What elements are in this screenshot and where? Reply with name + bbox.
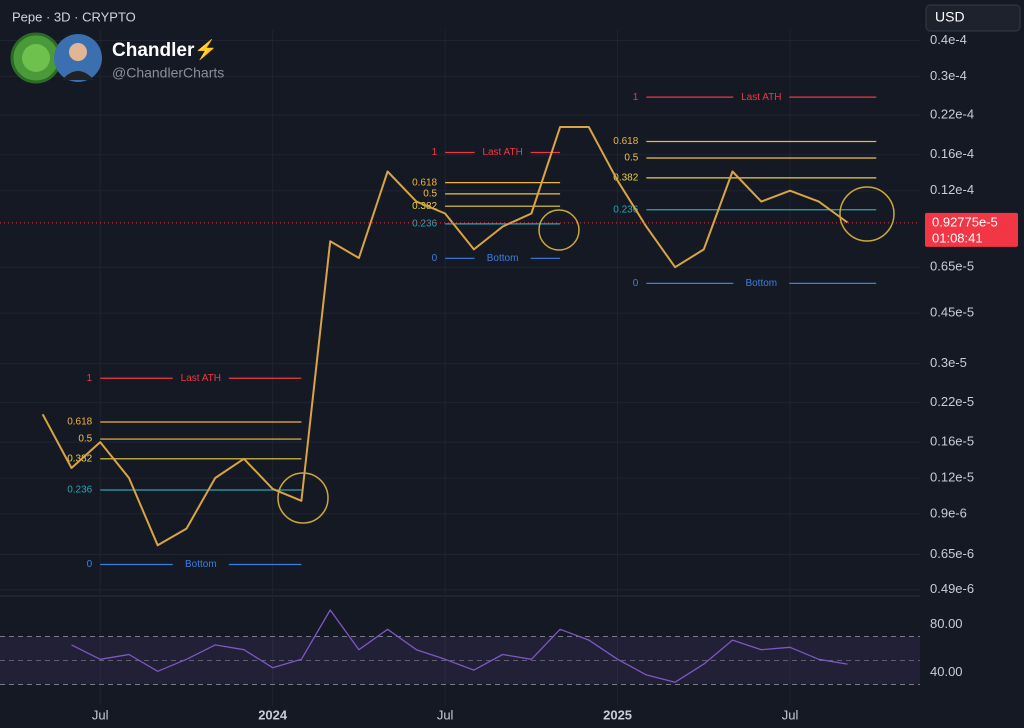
x-tick-label: Jul <box>92 707 109 722</box>
fib-note-bg <box>733 91 790 104</box>
price-line <box>41 126 849 547</box>
x-tick-label: 2025 <box>603 707 632 722</box>
fib-ratio: 0.382 <box>67 453 92 464</box>
y-tick-label: 40.00 <box>930 664 963 679</box>
fib-note-bg <box>172 558 229 571</box>
fib-note: Last ATH <box>181 373 221 384</box>
y-tick-label: 0.49e-6 <box>930 581 974 596</box>
fib-ratio: 0 <box>432 253 438 264</box>
handle: @ChandlerCharts <box>112 65 224 81</box>
y-tick-label: 0.65e-5 <box>930 259 974 274</box>
fib-ratio: 0.618 <box>67 417 92 428</box>
highlight-circle <box>538 209 580 251</box>
fib-ratio: 0.5 <box>624 153 638 164</box>
fib-ratio: 1 <box>432 147 438 158</box>
fib-ratio: 0.382 <box>613 173 638 184</box>
fib-note: Bottom <box>185 559 217 570</box>
highlight-circle <box>839 186 895 242</box>
y-tick-label: 0.16e-5 <box>930 434 974 449</box>
y-tick-label: 0.22e-5 <box>930 394 974 409</box>
fib-ratio: 0 <box>633 278 639 289</box>
price-line <box>71 609 848 683</box>
last-price-label: 0.92775e-5 <box>932 214 998 229</box>
y-tick-label: 0.16e-4 <box>930 146 974 161</box>
avatar-pepe-face <box>22 44 50 72</box>
fib-note-bg <box>733 277 790 290</box>
avatar-person-face <box>69 43 87 61</box>
last-price-box <box>925 212 1018 247</box>
y-tick-label: 0.3e-5 <box>930 355 967 370</box>
currency-button[interactable] <box>925 4 1021 32</box>
currency[interactable]: USD <box>935 9 965 25</box>
y-tick-label: 80.00 <box>930 616 963 631</box>
fib-ratio: 0.236 <box>613 204 638 215</box>
fib-ratio: 0.236 <box>67 485 92 496</box>
fib-ratio: 0.5 <box>423 189 437 200</box>
plot <box>0 126 920 683</box>
symbol: Pepe · 3D · CRYPTO <box>12 9 136 24</box>
x-tick-label: Jul <box>782 707 799 722</box>
y-tick-label: 0.4e-4 <box>930 32 967 47</box>
y-tick-label: 0.22e-4 <box>930 107 974 122</box>
fib-ratio: 0.5 <box>78 434 92 445</box>
fib-ratio: 1 <box>87 373 93 384</box>
y-tick-label: 0.12e-5 <box>930 469 974 484</box>
fib-note: Bottom <box>487 253 519 264</box>
fib-ratio: 0.382 <box>412 201 437 212</box>
x-tick-label: 2024 <box>258 707 288 722</box>
y-tick-label: 0.3e-4 <box>930 68 967 83</box>
fib-note-bg <box>172 372 229 385</box>
y-tick-label: 0.9e-6 <box>930 505 967 520</box>
fib-note: Last ATH <box>482 147 522 158</box>
highlight-circle <box>277 472 329 524</box>
x-tick-label: Jul <box>437 707 454 722</box>
fib-note: Last ATH <box>741 92 781 103</box>
author: Chandler⚡ <box>112 38 218 61</box>
y-tick-label: 0.12e-4 <box>930 182 974 197</box>
fib-ratio: 0.618 <box>412 177 437 188</box>
fib-ratio: 0 <box>87 559 93 570</box>
avatar-person-suit <box>62 71 94 80</box>
fib-ratio: 0.618 <box>613 136 638 147</box>
fib-note: Bottom <box>745 278 777 289</box>
fib-note-bg <box>474 252 531 265</box>
fib-note-bg <box>474 146 531 159</box>
countdown: 01:08:41 <box>932 230 983 245</box>
fib-ratio: 1 <box>633 92 639 103</box>
y-tick-label: 0.45e-5 <box>930 305 974 320</box>
fib-ratio: 0.236 <box>412 219 437 230</box>
y-tick-label: 0.65e-6 <box>930 546 974 561</box>
